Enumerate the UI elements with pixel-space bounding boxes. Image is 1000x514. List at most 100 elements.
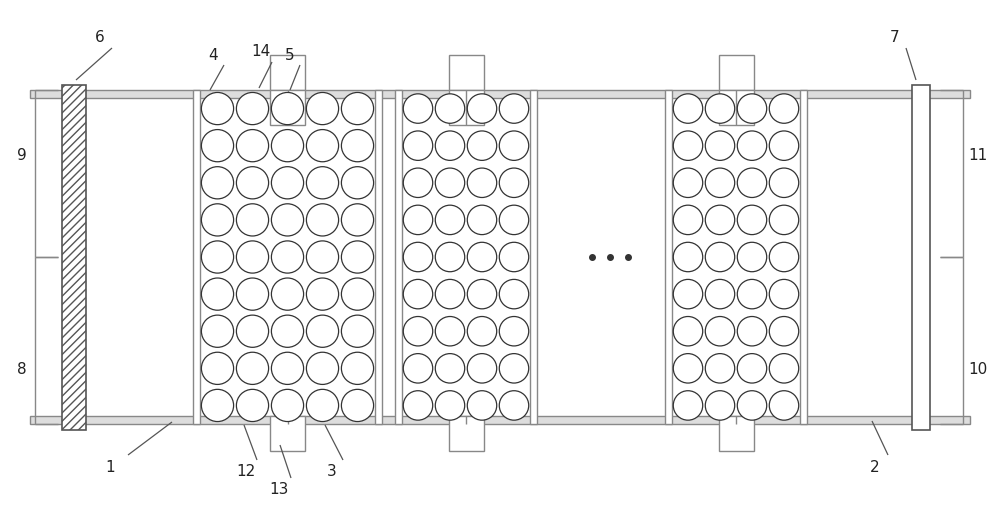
Circle shape (271, 130, 304, 162)
Circle shape (271, 204, 304, 236)
Circle shape (467, 317, 497, 346)
Bar (912, 85, 930, 430)
Circle shape (467, 168, 497, 197)
Circle shape (705, 391, 735, 420)
Circle shape (737, 131, 767, 160)
Circle shape (467, 94, 497, 123)
Bar (718, 416, 754, 451)
Circle shape (737, 280, 767, 309)
Circle shape (769, 242, 799, 272)
Circle shape (769, 131, 799, 160)
Bar (665, 90, 672, 424)
Circle shape (737, 94, 767, 123)
Circle shape (769, 391, 799, 420)
Circle shape (403, 354, 433, 383)
Circle shape (467, 205, 497, 234)
Bar (30, 416, 970, 424)
Circle shape (306, 352, 339, 384)
Bar (718, 55, 754, 90)
Circle shape (499, 131, 529, 160)
Circle shape (341, 93, 374, 125)
Text: 8: 8 (17, 362, 27, 377)
Circle shape (673, 391, 703, 420)
Circle shape (403, 94, 433, 123)
Text: 6: 6 (95, 30, 105, 46)
Circle shape (435, 280, 465, 309)
Circle shape (236, 278, 269, 310)
Circle shape (306, 278, 339, 310)
Circle shape (435, 205, 465, 234)
Circle shape (673, 131, 703, 160)
Bar (448, 416, 484, 451)
Text: 10: 10 (968, 362, 988, 377)
Circle shape (201, 167, 234, 199)
Circle shape (705, 354, 735, 383)
Circle shape (499, 205, 529, 234)
Circle shape (467, 131, 497, 160)
Circle shape (306, 93, 339, 125)
Circle shape (673, 317, 703, 346)
Circle shape (403, 168, 433, 197)
Circle shape (306, 241, 339, 273)
Bar (30, 90, 970, 98)
Circle shape (435, 168, 465, 197)
Bar (448, 90, 484, 125)
Circle shape (271, 93, 304, 125)
Text: 1: 1 (105, 461, 115, 475)
Bar (270, 416, 305, 451)
Circle shape (467, 354, 497, 383)
Circle shape (236, 352, 269, 384)
Circle shape (737, 242, 767, 272)
Circle shape (306, 167, 339, 199)
Circle shape (673, 205, 703, 234)
Bar (530, 90, 537, 424)
Circle shape (673, 94, 703, 123)
Circle shape (467, 242, 497, 272)
Text: 4: 4 (208, 47, 218, 63)
Circle shape (271, 167, 304, 199)
Text: 5: 5 (285, 47, 295, 63)
Text: 2: 2 (870, 461, 880, 475)
Circle shape (673, 354, 703, 383)
Circle shape (737, 354, 767, 383)
Circle shape (341, 241, 374, 273)
Circle shape (467, 280, 497, 309)
Circle shape (769, 94, 799, 123)
Circle shape (499, 391, 529, 420)
Circle shape (236, 93, 269, 125)
Circle shape (341, 130, 374, 162)
Circle shape (271, 278, 304, 310)
Circle shape (201, 204, 234, 236)
Circle shape (435, 391, 465, 420)
Circle shape (306, 130, 339, 162)
Bar (718, 90, 754, 125)
Circle shape (201, 315, 234, 347)
Circle shape (271, 352, 304, 384)
Circle shape (341, 167, 374, 199)
Circle shape (403, 205, 433, 234)
Circle shape (236, 167, 269, 199)
Circle shape (705, 205, 735, 234)
Circle shape (435, 94, 465, 123)
Circle shape (403, 391, 433, 420)
Circle shape (201, 352, 234, 384)
Circle shape (306, 389, 339, 421)
Bar (62, 85, 86, 430)
Circle shape (403, 131, 433, 160)
Circle shape (403, 280, 433, 309)
Circle shape (499, 280, 529, 309)
Circle shape (769, 205, 799, 234)
Circle shape (341, 352, 374, 384)
Circle shape (737, 205, 767, 234)
Bar (270, 90, 305, 125)
Circle shape (403, 317, 433, 346)
Circle shape (673, 242, 703, 272)
Bar (395, 90, 402, 424)
Circle shape (769, 168, 799, 197)
Text: 11: 11 (968, 148, 988, 162)
Circle shape (341, 278, 374, 310)
Circle shape (435, 317, 465, 346)
Circle shape (341, 204, 374, 236)
Circle shape (236, 389, 269, 421)
Circle shape (306, 315, 339, 347)
